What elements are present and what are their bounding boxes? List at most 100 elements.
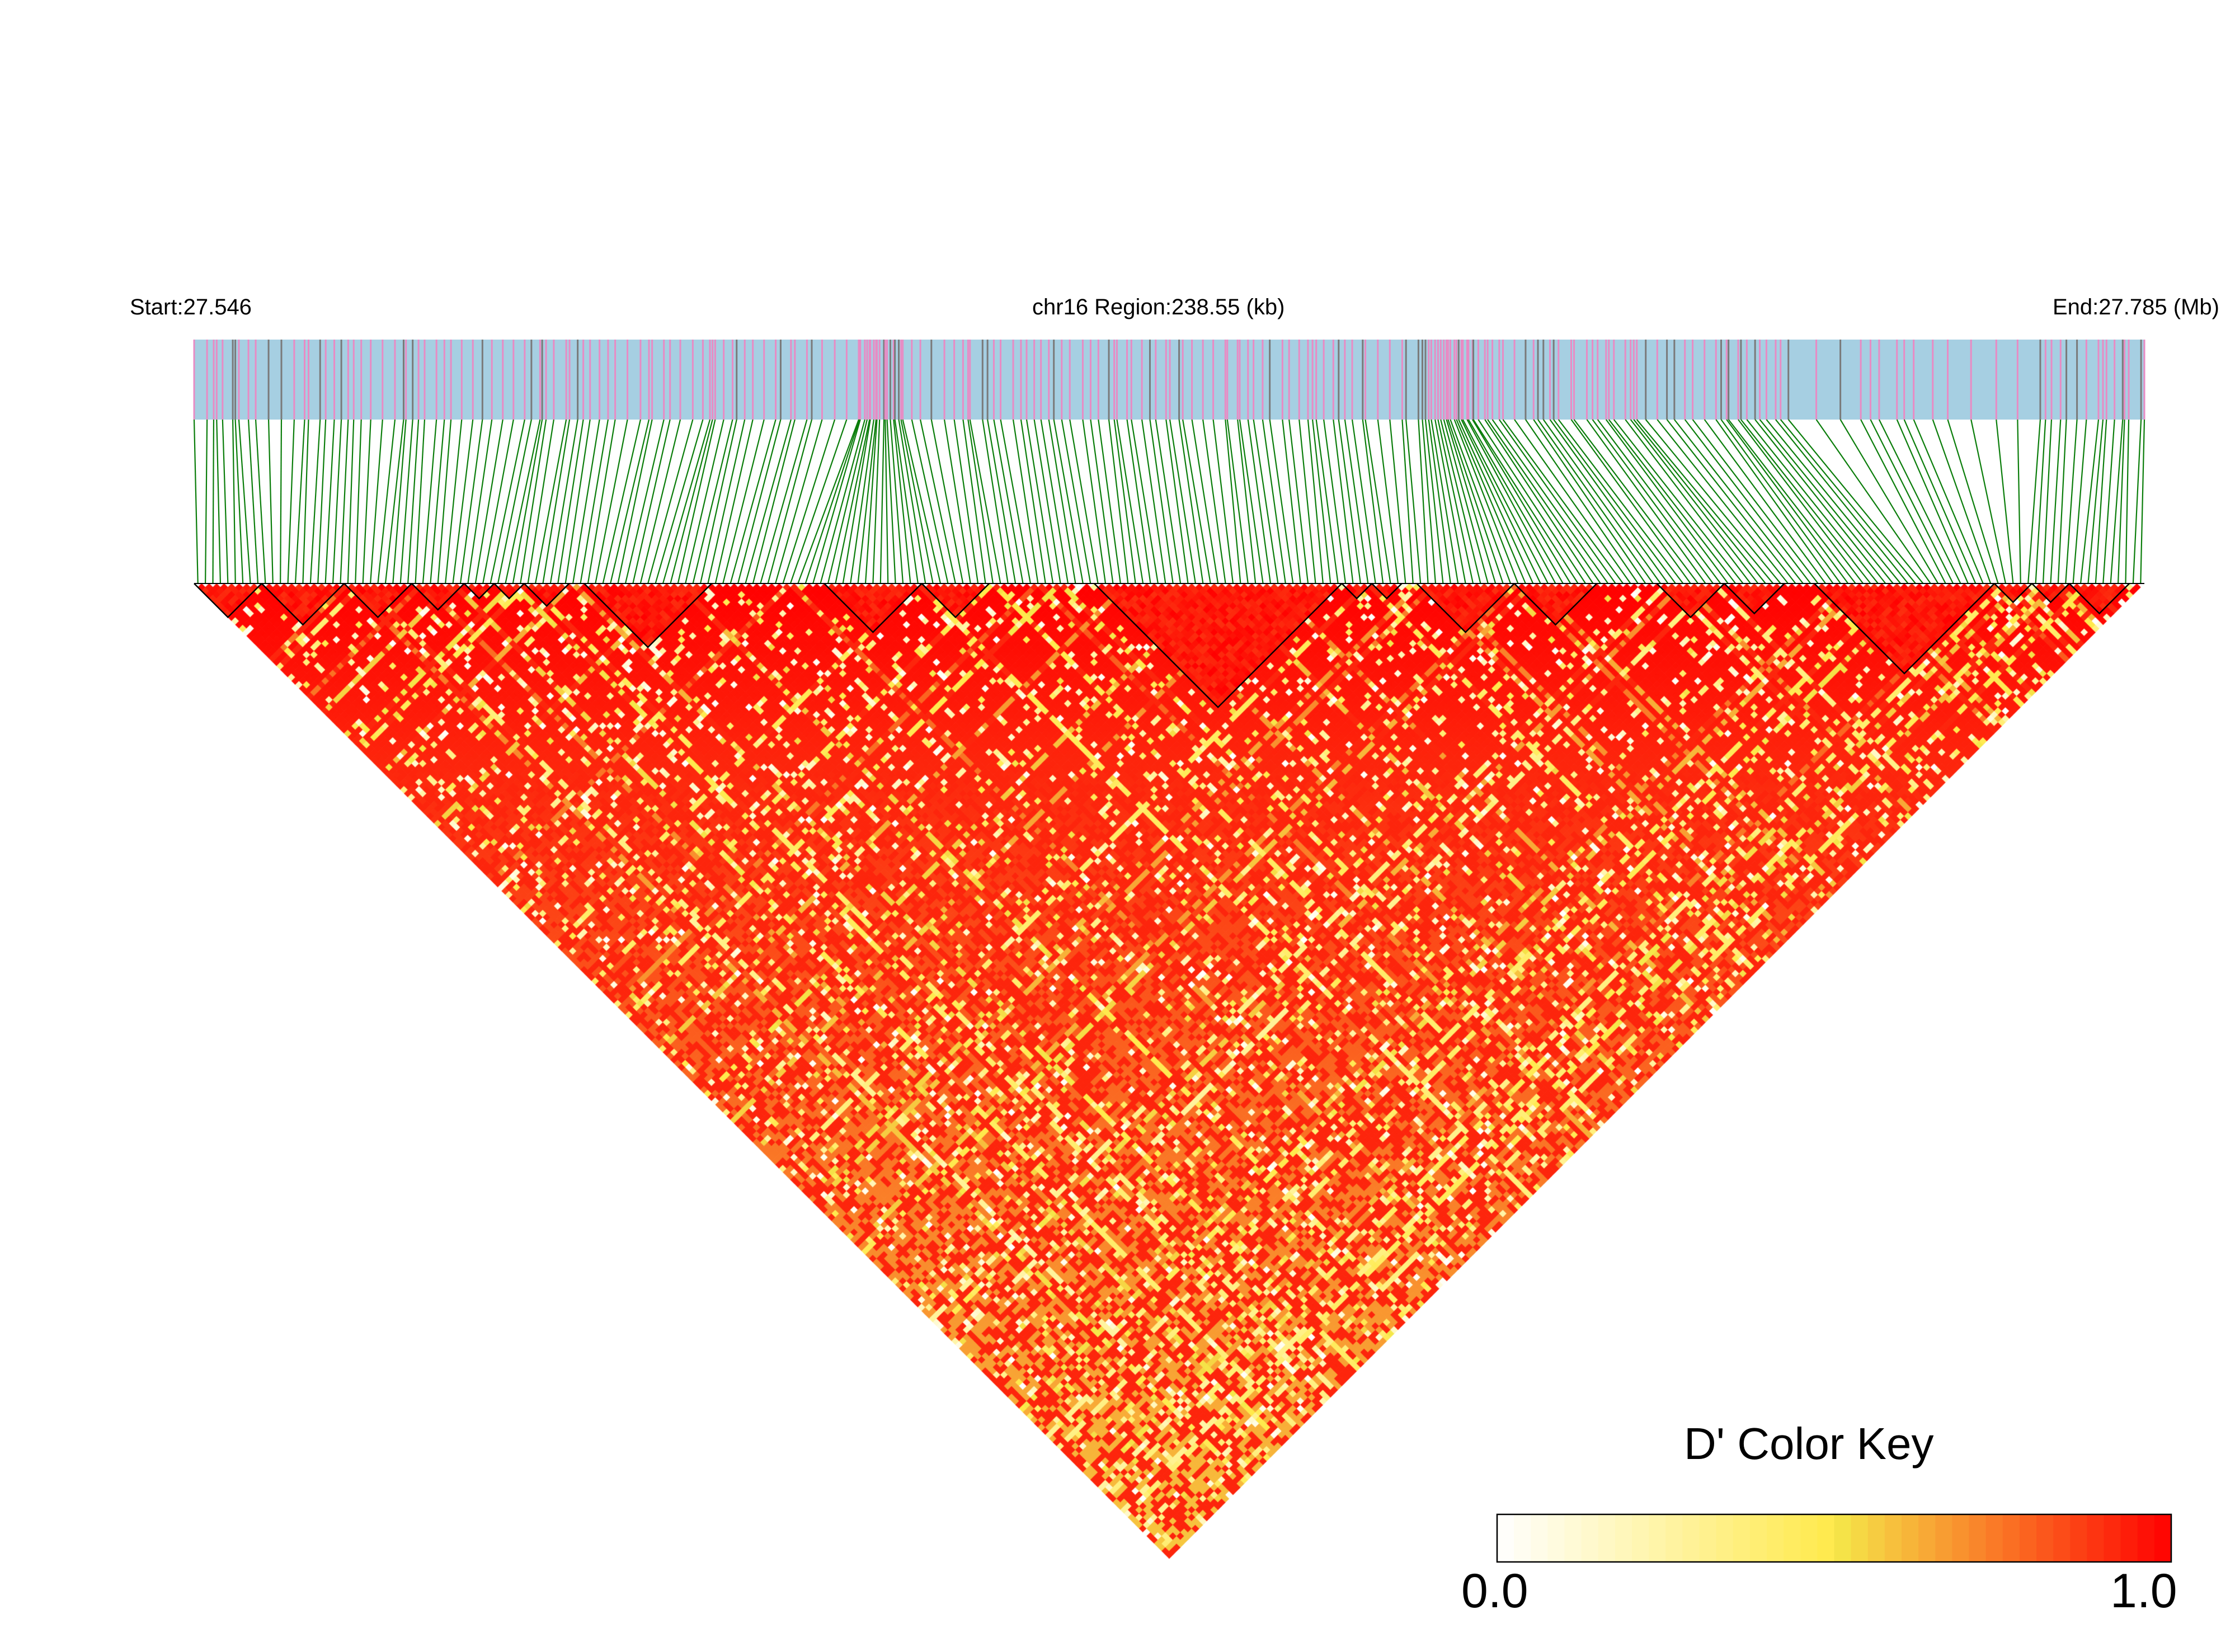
snp-tick [1212, 340, 1215, 420]
snp-connector [497, 419, 532, 584]
snp-tick [744, 340, 746, 420]
snp-connector [1456, 419, 1526, 584]
snp-connector [1025, 419, 1054, 584]
snp-tick [1608, 340, 1610, 420]
snp-connector [1225, 419, 1241, 584]
snp-tick [1453, 340, 1456, 420]
snp-connector [1323, 419, 1347, 584]
snp-connector [1182, 419, 1211, 584]
color-key-swatch [1767, 1514, 1784, 1562]
snp-tick [2128, 340, 2130, 420]
snp-connector [2050, 419, 2062, 584]
snp-tick [1165, 340, 1167, 420]
snp-tick [889, 340, 891, 420]
snp-connector [745, 419, 792, 584]
snp-connector [1704, 419, 1827, 584]
snp-connector [655, 419, 704, 584]
region-end-label: End:27.785 (Mb) [2053, 295, 2219, 319]
snp-connector [474, 419, 504, 584]
snp-tick [267, 340, 270, 420]
snp-tick [1344, 340, 1346, 420]
snp-tick [1424, 340, 1427, 420]
snp-tick [1570, 340, 1573, 420]
color-key-swatch [1581, 1514, 1599, 1562]
snp-connector [1098, 419, 1121, 584]
snp-connector [1553, 419, 1676, 584]
snp-connector [347, 419, 355, 584]
snp-tick [1720, 340, 1722, 420]
snp-tick [953, 340, 956, 420]
snp-connector [1815, 419, 1931, 584]
haplotype-block [1724, 583, 1785, 615]
snp-tick [1126, 340, 1128, 420]
snp-tick [1630, 340, 1632, 420]
snp-connector [1377, 419, 1399, 584]
snp-tick [2065, 340, 2068, 420]
snp-connector [1431, 419, 1459, 584]
snp-connector [557, 419, 584, 584]
snp-tick [1684, 340, 1686, 420]
snp-connector [1715, 419, 1834, 584]
snp-connector [789, 419, 848, 584]
snp-connector [775, 419, 823, 584]
snp-connector [1351, 419, 1376, 584]
snp-connector [893, 419, 911, 584]
snp-tick [648, 340, 650, 420]
color-key-min-label: 0.0 [1461, 1564, 1528, 1618]
snp-connector [1645, 419, 1781, 584]
snp-tick [539, 340, 541, 420]
snp-tick [911, 340, 913, 420]
snp-connector [2057, 419, 2067, 584]
snp-tick [1624, 340, 1626, 420]
color-key-title: D' Color Key [1684, 1419, 1934, 1469]
haplotype-block [1416, 583, 1515, 633]
snp-connector [1558, 419, 1684, 584]
snp-tick [981, 340, 984, 420]
snp-tick [1457, 340, 1460, 420]
snp-tick [2102, 340, 2104, 420]
snp-tick [1447, 340, 1449, 420]
snp-tick [1524, 340, 1527, 420]
color-key-swatch [1800, 1514, 1818, 1562]
snp-connector [1605, 419, 1729, 584]
snp-tick [1012, 340, 1014, 420]
snp-tick [450, 340, 452, 420]
snp-tick [460, 340, 463, 420]
snp-connector [193, 419, 199, 584]
color-key-swatch [1834, 1514, 1852, 1562]
snp-connector [1870, 419, 1954, 584]
snp-connector [255, 419, 266, 584]
haplotype-block [2069, 583, 2130, 615]
snp-connector [677, 419, 716, 584]
snp-connector [1262, 419, 1286, 584]
snp-tick [1477, 340, 1479, 420]
snp-tick [1542, 340, 1545, 420]
snp-connector [422, 419, 437, 584]
color-key-swatch [1598, 1514, 1616, 1562]
color-key-swatch [1699, 1514, 1717, 1562]
color-key-swatch [1733, 1514, 1751, 1562]
snp-connector [280, 419, 283, 584]
snp-connector [2042, 419, 2053, 584]
snp-connector [842, 419, 871, 584]
snp-connector [369, 419, 383, 584]
snp-tick [417, 340, 420, 420]
snp-tick [1061, 340, 1063, 420]
snp-tick [1182, 340, 1184, 420]
snp-tick [1434, 340, 1436, 420]
snp-connector [920, 419, 956, 584]
color-key-swatch [2154, 1514, 2172, 1562]
snp-tick [1443, 340, 1445, 420]
snp-connector [1754, 419, 1886, 584]
snp-tick [2105, 340, 2107, 420]
snp-connector [1333, 419, 1354, 584]
snp-connector [1298, 419, 1316, 584]
snp-tick [1513, 340, 1516, 420]
snp-connector [1462, 419, 1549, 584]
snp-tick [1130, 340, 1132, 420]
snp-tick [1332, 340, 1334, 420]
haplotype-block [1993, 583, 2032, 604]
snp-connector [886, 419, 896, 584]
snp-tick [1737, 340, 1739, 420]
snp-tick [1417, 340, 1419, 420]
